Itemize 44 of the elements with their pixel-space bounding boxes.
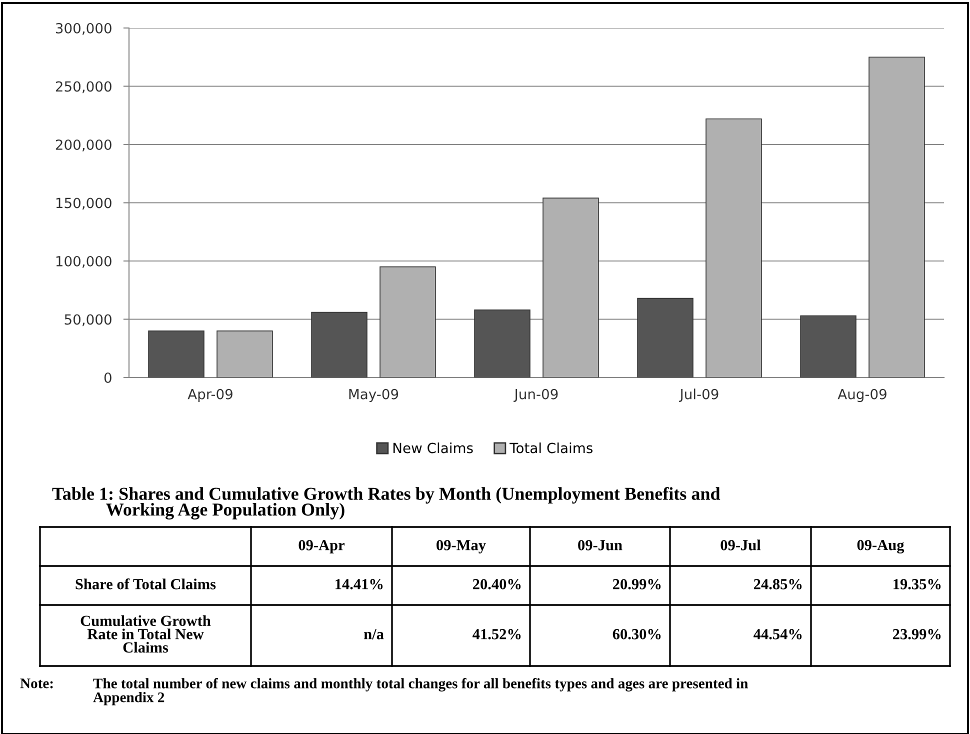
y-tick-label: 50,000: [64, 314, 112, 326]
text: 14.41%: [336, 579, 383, 590]
text: 20.40%: [472, 579, 521, 590]
text: 24.85%: [754, 579, 802, 590]
text: 09-Jul: [720, 540, 761, 550]
text: 09-Jun: [578, 540, 622, 550]
x-tick-label: Jun-09: [514, 388, 558, 402]
y-tick-label: 150,000: [56, 198, 112, 210]
bar: [542, 198, 599, 378]
y-tick-label: 100,000: [56, 256, 112, 268]
bar: [706, 118, 762, 378]
bar: [311, 312, 368, 378]
legend-label: Total Claims: [510, 442, 592, 454]
x-tick-label: May-09: [349, 388, 398, 402]
text: Share of Total Claims: [76, 578, 216, 590]
text: 19.35%: [894, 579, 941, 590]
text: The total number of new claims and monthly total changes for all benefits types and ages are presented in Appendix 2: [93, 678, 748, 706]
bar: [637, 298, 694, 378]
bar: [868, 56, 925, 378]
y-tick-label: 200,000: [56, 139, 112, 152]
text: Note:: [20, 678, 53, 688]
text: 09-May: [436, 540, 486, 554]
bar: [216, 330, 273, 378]
x-tick-label: Apr-09: [188, 388, 232, 402]
caption: Table 1: Shares and Cumulative Growth Rates by Month (Unemployment Benefits and Working Age Population Only): [52, 487, 720, 520]
y-tick-label: 300,000: [56, 22, 112, 35]
bar: [148, 330, 204, 378]
text: n/a: [364, 629, 384, 640]
text: 20.99%: [612, 579, 661, 590]
text: 44.54%: [754, 629, 802, 640]
bar: [800, 315, 856, 378]
text: 23.99%: [892, 629, 941, 640]
text: 41.52%: [472, 629, 521, 640]
x-tick-label: Jul-09: [679, 388, 718, 402]
text: 60.30%: [612, 629, 661, 640]
text: 09-Aug: [857, 540, 904, 554]
text: Cumulative Growth Rate in Total New Claims: [80, 615, 211, 653]
bar: [474, 310, 530, 378]
text: 09-Apr: [298, 540, 345, 554]
y-tick-label: 0: [104, 372, 112, 383]
bar: [380, 266, 436, 378]
x-tick-label: Aug-09: [838, 388, 886, 402]
legend-label: New Claims: [393, 442, 473, 454]
y-tick-label: 250,000: [56, 81, 112, 94]
